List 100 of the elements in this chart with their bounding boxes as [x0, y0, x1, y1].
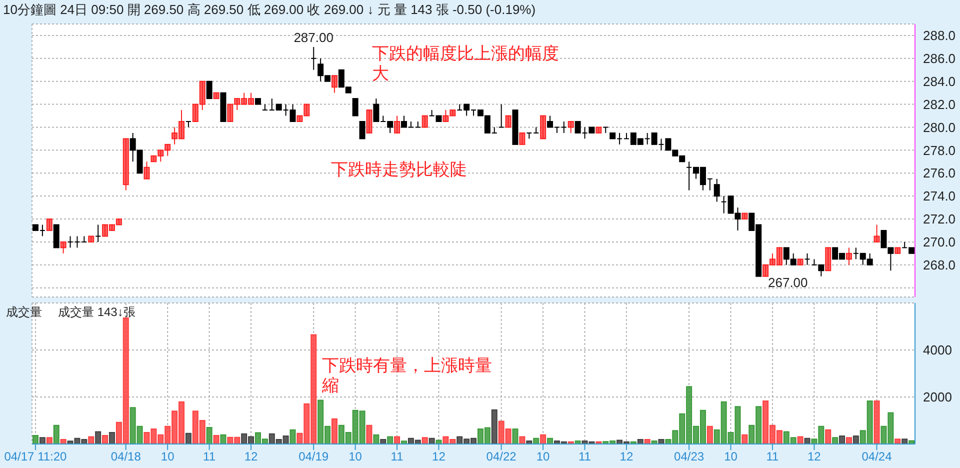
bar: [213, 435, 220, 444]
candlestick: [359, 121, 366, 140]
x-tick-label: 04/22: [486, 450, 517, 464]
bar: [220, 434, 226, 444]
candlestick: [533, 126, 540, 134]
y-tick-label: 286.0: [923, 51, 956, 66]
bar: [428, 438, 435, 444]
x-tick-label: 04/18: [110, 450, 142, 464]
candlestick: [498, 104, 504, 128]
x-tick-label: 04/19: [298, 450, 329, 464]
x-tick-label: 12: [432, 450, 446, 464]
bar: [102, 435, 108, 444]
bar: [512, 428, 518, 444]
bar: [366, 424, 372, 444]
bar: [540, 434, 546, 444]
x-tick-label: 12: [808, 450, 822, 464]
y-tick-label: 282.0: [923, 96, 956, 112]
bar: [658, 439, 664, 444]
bar: [53, 424, 60, 444]
x-tick-label: 10: [160, 450, 175, 464]
bar: [185, 432, 192, 444]
y-tick-label: 284.0: [923, 74, 956, 89]
x-tick-label: 11: [390, 450, 404, 464]
candlestick: [366, 110, 372, 134]
candlestick: [352, 98, 358, 116]
bar: [32, 435, 38, 444]
bar: [894, 438, 901, 444]
bar: [852, 436, 859, 444]
annotation: 下跌的幅度比上漲的幅度大: [372, 44, 560, 85]
candlestick: [568, 121, 574, 134]
x-tick-label: 11: [203, 450, 216, 464]
x-tick-label: 10: [536, 450, 550, 464]
candlestick: [519, 132, 526, 145]
bar: [387, 436, 394, 444]
candlestick: [422, 115, 428, 128]
bar: [832, 437, 838, 444]
bar: [519, 436, 526, 444]
x-tick-label: 04/23: [674, 450, 704, 464]
candlestick: [144, 161, 150, 180]
candlestick: [874, 224, 880, 242]
x-tick-label: 04/17 11:20: [4, 450, 68, 464]
y-tick-label: 270.0: [923, 234, 956, 250]
y-tick-label: 272.0: [923, 212, 956, 227]
candlestick: [560, 121, 567, 134]
candlestick: [46, 218, 52, 231]
y-tick-label: 288.0: [923, 28, 956, 44]
bar: [400, 440, 407, 444]
candlestick: [206, 80, 212, 100]
candlestick: [505, 115, 512, 128]
candlestick: [394, 115, 400, 134]
y-tick-label: 276.0: [923, 166, 956, 181]
bar: [60, 439, 66, 444]
bar: [95, 431, 102, 444]
x-tick-label: 04/24: [862, 450, 892, 464]
bar: [804, 438, 810, 444]
bar: [533, 438, 540, 444]
chart-title: 10分鐘圖 24日 09:50 開 269.50 高 269.50 低 269.00 收 269.00 ↓ 元 量 143 張 -0.50 (-0.19%): [3, 1, 536, 19]
bar: [637, 439, 644, 444]
bar: [491, 409, 498, 444]
bar: [742, 434, 748, 444]
bar: [644, 439, 650, 444]
annotation: 下跌時走勢比較陡: [331, 160, 468, 180]
candlestick: [602, 126, 609, 134]
bar: [547, 438, 554, 444]
bar: [88, 436, 94, 444]
candlestick: [310, 46, 317, 70]
bar: [373, 434, 380, 444]
x-tick-label: 10: [348, 450, 362, 464]
y-tick-label: 274.0: [923, 188, 956, 204]
x-tick-label: 12: [620, 450, 634, 464]
chart-title: 成交量: [6, 304, 42, 321]
candlestick: [714, 178, 720, 202]
bar: [797, 436, 804, 444]
bar: [290, 429, 296, 444]
x-tick-label: 11: [578, 450, 592, 464]
x-tick-label: 12: [244, 450, 258, 464]
bar: [902, 438, 908, 444]
candlestick: [540, 115, 546, 140]
annotation: 287.00: [294, 30, 334, 45]
candlestick: [81, 236, 88, 242]
candlestick: [846, 247, 852, 266]
bar: [39, 437, 46, 444]
bar: [908, 440, 915, 444]
x-tick-label: 10: [724, 450, 738, 464]
x-tick-label: 11: [766, 450, 780, 464]
bar: [839, 436, 846, 444]
y-tick-label: 268.0: [923, 257, 956, 272]
annotation: 下跌時有量，上漲時量縮: [322, 356, 493, 397]
bar: [206, 427, 212, 444]
candlestick: [53, 224, 60, 248]
candlestick: [825, 247, 832, 272]
bar: [108, 432, 115, 444]
bar: [46, 437, 52, 444]
bar: [394, 436, 400, 444]
bar: [380, 439, 386, 444]
chart-subtitle: 成交量 143↓張: [58, 304, 136, 321]
bar: [706, 426, 713, 444]
bar: [422, 437, 428, 444]
annotation: 267.00: [768, 275, 809, 291]
y-tick-label: 280.0: [923, 120, 956, 135]
